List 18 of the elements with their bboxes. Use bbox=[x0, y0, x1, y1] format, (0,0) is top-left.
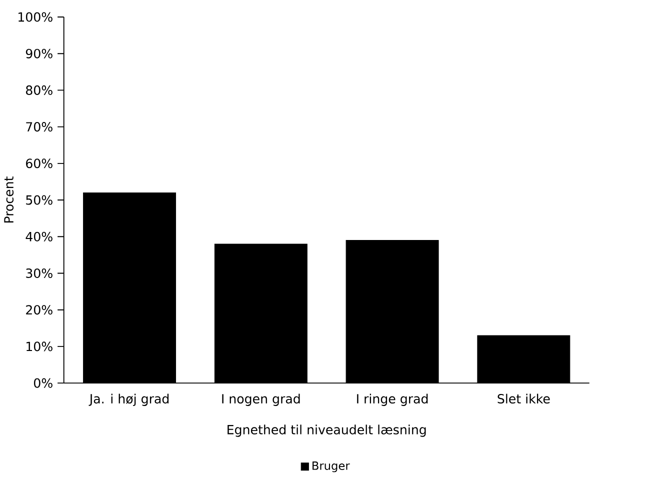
y-tick-label: 70% bbox=[26, 122, 52, 132]
y-tick-label: 40% bbox=[26, 232, 52, 242]
x-axis-title: Egnethed til niveaudelt læsning bbox=[228, 424, 426, 437]
y-tick-label: 30% bbox=[26, 268, 52, 278]
y-tick-label: 100% bbox=[18, 12, 52, 22]
y-tick-label: 20% bbox=[26, 305, 52, 315]
x-tick-label: I nogen grad bbox=[222, 394, 300, 406]
x-tick-label: I ringe grad bbox=[357, 394, 428, 406]
x-tick-label: Slet ikke bbox=[498, 394, 550, 404]
y-axis-title: Procent bbox=[4, 176, 14, 223]
y-tick-label: 80% bbox=[26, 85, 52, 95]
y-tick-label: 50% bbox=[26, 195, 52, 205]
y-tick-label: 90% bbox=[26, 48, 52, 58]
x-tick-label: Ja. i høj grad bbox=[88, 394, 169, 406]
y-tick-label: 10% bbox=[26, 342, 52, 352]
y-tick-label: 0% bbox=[34, 378, 52, 388]
legend-label: Bruger bbox=[312, 462, 350, 472]
y-tick-label: 60% bbox=[26, 158, 52, 168]
